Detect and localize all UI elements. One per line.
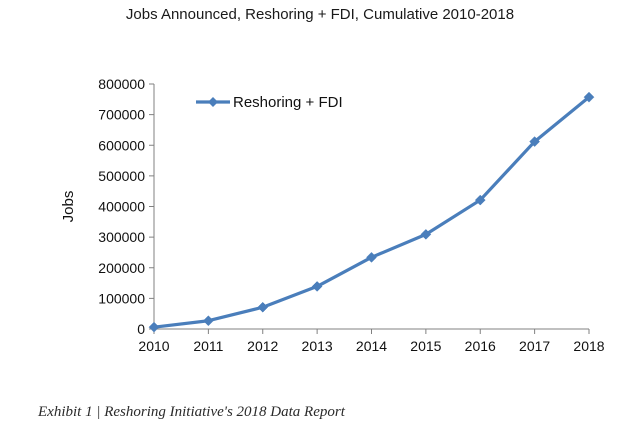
x-tick-label: 2010 — [138, 338, 169, 354]
x-tick-label: 2018 — [573, 338, 604, 354]
legend-label: Reshoring + FDI — [233, 94, 343, 111]
legend-marker — [208, 97, 218, 107]
series-line — [152, 95, 591, 329]
data-point-marker — [203, 315, 214, 327]
x-tick-label: 2013 — [302, 338, 333, 354]
x-tick-label: 2014 — [356, 338, 387, 354]
data-point-marker — [420, 229, 432, 240]
data-point-marker — [583, 91, 595, 103]
data-point-marker — [366, 251, 377, 263]
data-point-marker — [311, 281, 323, 292]
y-tick-label: 400000 — [98, 199, 145, 215]
x-tick-label: 2016 — [465, 338, 496, 354]
x-tick-label: 2012 — [247, 338, 278, 354]
y-tick-label: 100000 — [98, 290, 145, 306]
x-tick-label: 2015 — [410, 338, 441, 354]
y-tick-label: 300000 — [98, 229, 145, 245]
exhibit-caption: Exhibit 1 | Reshoring Initiative's 2018 … — [38, 404, 345, 420]
y-tick-label: 700000 — [98, 107, 145, 123]
data-point-marker — [529, 136, 540, 147]
data-point-marker — [148, 321, 160, 333]
data-point-marker — [474, 194, 486, 206]
x-tick-label: 2011 — [193, 338, 223, 354]
chart-title: Jobs Announced, Reshoring + FDI, Cumulat… — [125, 6, 515, 23]
line-chart: 0 100000 200000 300000 400000 500000 600000 700… — [60, 76, 605, 354]
y-tick-label: 600000 — [98, 137, 145, 153]
data-point-marker — [257, 301, 269, 313]
x-tick-label: 2017 — [519, 338, 550, 354]
y-tick-label: 200000 — [98, 260, 145, 276]
y-axis-label: Jobs — [60, 191, 77, 223]
y-tick-label: 500000 — [98, 168, 145, 184]
y-tick-label: 800000 — [98, 76, 145, 92]
y-tick-label: 0 — [137, 321, 145, 337]
